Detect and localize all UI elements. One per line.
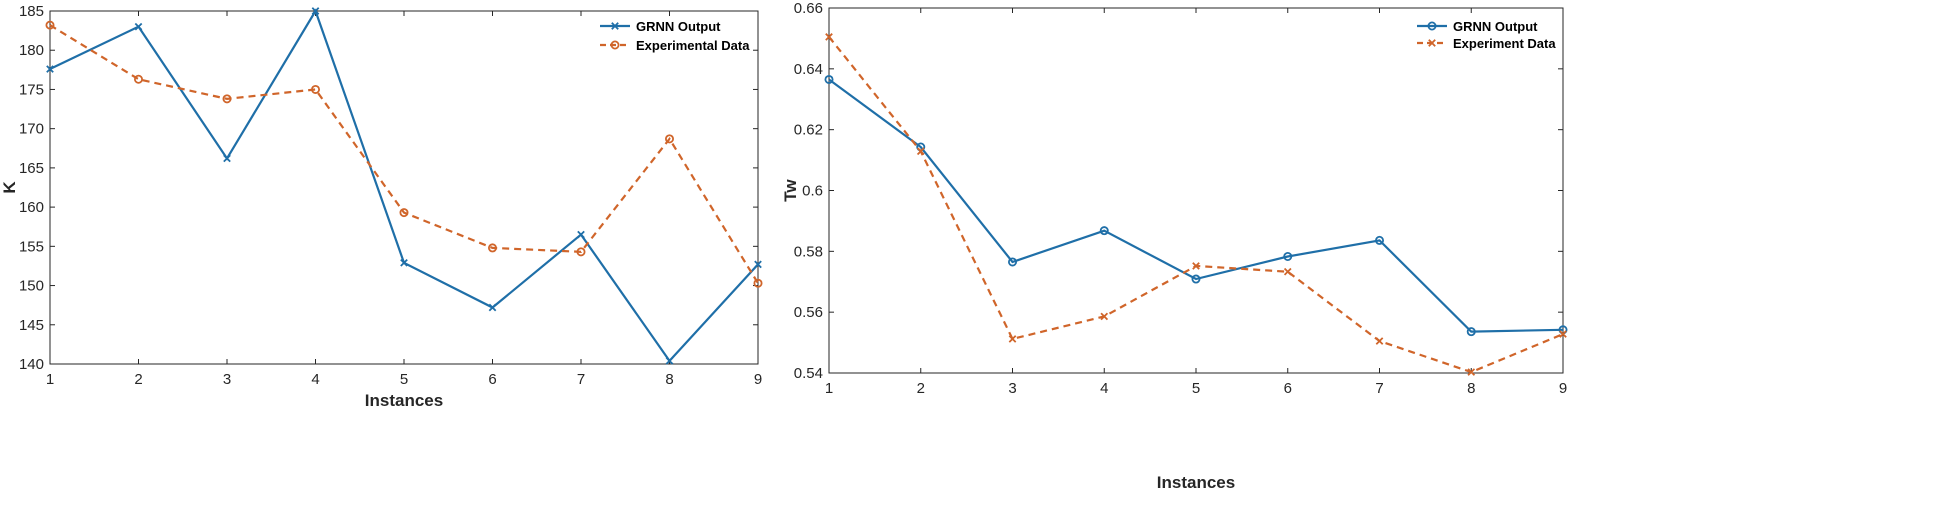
y-tick-label: 165 — [19, 160, 44, 177]
x-tick-label: 5 — [1192, 380, 1200, 397]
data-point-series-0 — [311, 7, 320, 15]
series-line-1 — [828, 36, 1564, 374]
data-point-series-1 — [487, 243, 497, 253]
y-tick-label: 185 — [19, 3, 44, 20]
data-point-series-0 — [400, 258, 408, 267]
data-point-series-0 — [1191, 274, 1201, 284]
y-axis-label: K — [0, 181, 19, 194]
plot-area-box — [828, 7, 1564, 374]
series-line-1 — [49, 24, 759, 284]
y-tick-label: 0.56 — [794, 304, 823, 321]
y-tick-label: 0.6 — [802, 183, 823, 200]
x-tick-label: 4 — [1100, 380, 1108, 397]
data-point-series-0 — [1283, 252, 1293, 262]
data-point-series-0 — [134, 22, 143, 31]
y-tick-label: 0.62 — [794, 122, 823, 139]
y-tick-label: 0.58 — [794, 243, 823, 260]
data-point-series-1 — [753, 278, 763, 288]
data-point-series-1 — [1467, 368, 1476, 376]
x-tick-label: 6 — [1284, 380, 1292, 397]
legend-marker-1 — [1428, 39, 1436, 47]
x-tick-label: 6 — [488, 371, 496, 388]
legend-label-1: Experimental Data — [636, 38, 750, 53]
y-axis-label: Tw — [781, 179, 800, 202]
x-tick-label: 8 — [665, 371, 673, 388]
y-tick-label: 150 — [19, 278, 44, 295]
data-point-series-0 — [824, 74, 834, 84]
data-point-series-1 — [222, 94, 232, 104]
legend-label-0: GRNN Output — [636, 19, 721, 34]
chart-k-vs-instances: 1 2 3 4 5 6 7 8 9 140 145 150 155 160 165 170 175 180 185 I… — [0, 3, 763, 410]
data-point-series-1 — [1559, 330, 1567, 338]
x-tick-label: 2 — [134, 371, 142, 388]
y-tick-label: 145 — [19, 317, 44, 334]
data-point-series-1 — [1100, 312, 1109, 321]
legend-marker-0 — [1427, 21, 1437, 31]
x-tick-label: 3 — [223, 371, 231, 388]
y-tick-label: 155 — [19, 238, 44, 255]
y-tick-label: 0.66 — [794, 0, 823, 17]
series-line-0 — [49, 8, 759, 363]
series-line-0 — [828, 78, 1564, 333]
data-point-series-1 — [665, 134, 675, 144]
legend: GRNN Output Experiment Data — [1417, 19, 1556, 51]
y-tick-label: 170 — [19, 121, 44, 138]
legend-label-0: GRNN Output — [1453, 19, 1538, 34]
data-point-series-0 — [665, 357, 674, 365]
data-point-series-1 — [1375, 337, 1384, 345]
data-point-series-0 — [754, 260, 762, 269]
data-point-series-0 — [1466, 327, 1476, 337]
y-tick-label: 180 — [19, 42, 44, 59]
data-point-series-1 — [916, 147, 925, 156]
x-tick-label: 3 — [1008, 380, 1016, 397]
data-point-series-0 — [1375, 235, 1385, 245]
chart-tw-vs-instances: 1 2 3 4 5 6 7 8 9 0.54 0.56 0.58 0.6 0.62 0.64 0.66 Inst… — [781, 0, 1568, 492]
legend-marker-1 — [610, 40, 620, 50]
x-axis-label: Instances — [365, 391, 443, 410]
x-axis-label: Instances — [1157, 473, 1235, 492]
x-tick-label: 8 — [1467, 380, 1475, 397]
data-point-series-0 — [488, 303, 497, 312]
data-point-series-1 — [310, 84, 320, 94]
y-tick-label: 175 — [19, 81, 44, 98]
x-tick-label: 2 — [917, 380, 925, 397]
data-point-series-0 — [223, 154, 231, 163]
x-tick-label: 7 — [1375, 380, 1383, 397]
data-point-series-1 — [576, 247, 586, 257]
x-tick-label: 1 — [46, 371, 54, 388]
data-point-series-1 — [45, 20, 55, 30]
legend-label-1: Experiment Data — [1453, 36, 1556, 51]
plot-area-box — [49, 10, 759, 365]
data-point-series-0 — [1008, 257, 1018, 267]
x-tick-label: 5 — [400, 371, 408, 388]
y-tick-label: 0.64 — [794, 61, 823, 78]
data-point-series-0 — [577, 230, 585, 239]
y-tick-label: 160 — [19, 199, 44, 216]
data-point-series-0 — [1099, 226, 1109, 236]
y-tick-label: 140 — [19, 356, 44, 373]
x-tick-label: 4 — [311, 371, 319, 388]
data-point-series-1 — [133, 74, 143, 84]
legend: GRNN Output Experimental Data — [600, 19, 750, 53]
legend-marker-0 — [611, 22, 619, 30]
data-point-series-1 — [1283, 267, 1292, 276]
y-tick-label: 0.54 — [794, 365, 823, 382]
x-tick-label: 1 — [825, 380, 833, 397]
data-point-series-1 — [399, 208, 409, 218]
data-point-series-1 — [1192, 262, 1200, 270]
x-tick-label: 9 — [754, 371, 762, 388]
data-point-series-0 — [46, 65, 54, 73]
x-tick-label: 7 — [577, 371, 585, 388]
x-tick-label: 9 — [1559, 380, 1567, 397]
data-point-series-1 — [825, 33, 833, 41]
data-point-series-1 — [1008, 335, 1017, 343]
